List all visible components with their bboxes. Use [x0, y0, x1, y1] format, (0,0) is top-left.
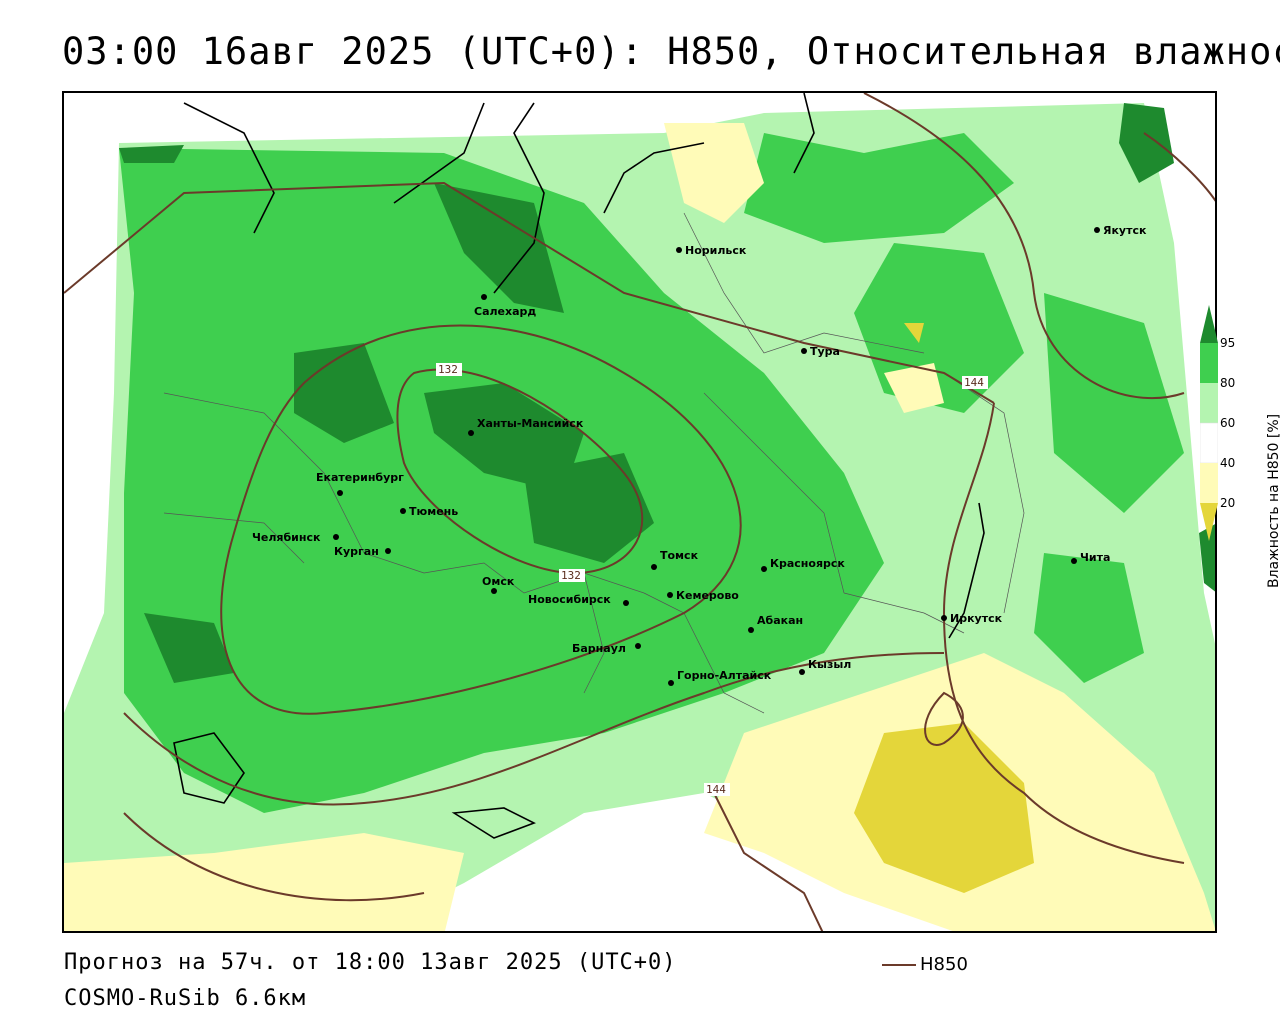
region-borders	[163, 212, 1025, 714]
city-dot	[667, 592, 673, 598]
colorbar-title: Влажность на H850 [%]	[1266, 413, 1280, 588]
city-6: Екатеринбург	[316, 471, 404, 496]
contour-label-bg	[704, 783, 730, 796]
city-dot	[385, 548, 391, 554]
city-label: Омск	[482, 575, 515, 588]
colorbar-tick-95: 95	[1220, 336, 1236, 350]
city-dot	[337, 490, 343, 496]
city-17: Горно-Алтайск	[668, 669, 772, 686]
city-11: Новосибирск	[528, 593, 629, 606]
city-3: Салехард	[474, 294, 536, 318]
city-label: Екатеринбург	[316, 471, 404, 484]
city-9: Курган	[334, 545, 391, 558]
city-dot	[1071, 558, 1077, 564]
coastlines	[173, 93, 985, 839]
city-7: Тюмень	[400, 505, 458, 518]
colorbar-segment-80-95	[1200, 343, 1218, 383]
city-dot	[1094, 227, 1100, 233]
city-dot	[635, 643, 641, 649]
city-14: Красноярск	[761, 557, 845, 572]
city-dot	[623, 600, 629, 606]
city-dot	[668, 680, 674, 686]
city-label: Ханты-Мансийск	[477, 417, 584, 430]
city-label: Кызыл	[808, 658, 851, 671]
colorbar-segment-60-80	[1200, 383, 1218, 423]
city-label: Тюмень	[409, 505, 458, 518]
humidity-field-high	[119, 133, 1184, 813]
contour-label-bg	[962, 376, 988, 389]
city-label: Чита	[1080, 551, 1110, 564]
city-4: Тура	[801, 345, 840, 358]
city-1: Якутск	[1094, 224, 1147, 237]
city-dot	[799, 669, 805, 675]
city-label: Норильск	[685, 244, 747, 257]
city-5: Ханты-Мансийск	[468, 417, 584, 436]
city-dot	[400, 508, 406, 514]
colorbar-tick-60: 60	[1220, 416, 1236, 430]
city-label: Новосибирск	[528, 593, 611, 606]
contour-label: 144	[706, 783, 726, 796]
city-18: Кызыл	[799, 658, 851, 675]
colorbar-tick-20: 20	[1220, 496, 1236, 510]
colorbar-bottom-arrow	[1200, 503, 1218, 541]
h850-line-label: H850	[920, 954, 968, 975]
city-label: Томск	[660, 549, 699, 562]
city-12: Томск	[651, 549, 699, 570]
city-dot	[748, 627, 754, 633]
city-19: Иркутск	[941, 612, 1003, 625]
city-label: Горно-Алтайск	[677, 669, 772, 682]
colorbar-segment-20-40	[1200, 463, 1218, 503]
h850-contours	[64, 93, 1215, 931]
humidity-colorbar	[1200, 305, 1218, 541]
colorbar-segment-40-60	[1200, 422, 1218, 464]
humidity-map: 132 132 144 144 Якутск Норильск Салехард Тура Х…	[64, 93, 1215, 931]
contour-label: 132	[561, 569, 581, 582]
colorbar-tick-40: 40	[1220, 456, 1236, 470]
contour-label-bg	[559, 569, 585, 582]
city-20: Чита	[1071, 551, 1110, 564]
h850-line-swatch	[882, 964, 916, 966]
city-dot	[468, 430, 474, 436]
contour-label: 144	[964, 376, 984, 389]
city-13: Кемерово	[667, 589, 739, 602]
city-label: Барнаул	[572, 642, 626, 655]
city-label: Кемерово	[676, 589, 739, 602]
city-dot	[801, 348, 807, 354]
h850-line-legend: H850	[882, 954, 968, 975]
city-8: Челябинск	[252, 531, 339, 544]
city-label: Абакан	[757, 614, 803, 627]
chart-title: 03:00 16авг 2025 (UTC+0): H850, Относите…	[62, 30, 1280, 73]
city-dot	[491, 588, 497, 594]
forecast-info: Прогноз на 57ч. от 18:00 13авг 2025 (UTC…	[64, 950, 677, 975]
city-label: Красноярск	[770, 557, 845, 570]
city-10: Омск	[482, 575, 515, 594]
city-dot	[481, 294, 487, 300]
city-16: Абакан	[748, 614, 803, 633]
city-dot	[676, 247, 682, 253]
city-15: Барнаул	[572, 642, 641, 655]
city-label: Иркутск	[950, 612, 1003, 625]
contour-label-group: 132 132 144 144	[436, 363, 988, 796]
city-markers: Якутск Норильск Салехард Тура Ханты-Мансийск…	[252, 224, 1147, 686]
city-2: Норильск	[676, 244, 747, 257]
humidity-field-very-low	[854, 323, 1034, 893]
colorbar-top-arrow	[1200, 305, 1218, 343]
model-info: COSMO-RuSib 6.6км	[64, 986, 307, 1011]
city-dot	[333, 534, 339, 540]
humidity-field-very-high	[119, 103, 1215, 683]
city-dot	[651, 564, 657, 570]
city-label: Челябинск	[252, 531, 321, 544]
city-label: Курган	[334, 545, 379, 558]
city-label: Тура	[810, 345, 840, 358]
city-dot	[941, 615, 947, 621]
colorbar-tick-80: 80	[1220, 376, 1236, 390]
city-label: Салехард	[474, 305, 536, 318]
contour-label-bg	[436, 363, 462, 376]
city-label: Якутск	[1103, 224, 1147, 237]
contour-label: 132	[438, 363, 458, 376]
city-dot	[761, 566, 767, 572]
map-panel: 132 132 144 144 Якутск Норильск Салехард Тура Х…	[62, 91, 1217, 933]
